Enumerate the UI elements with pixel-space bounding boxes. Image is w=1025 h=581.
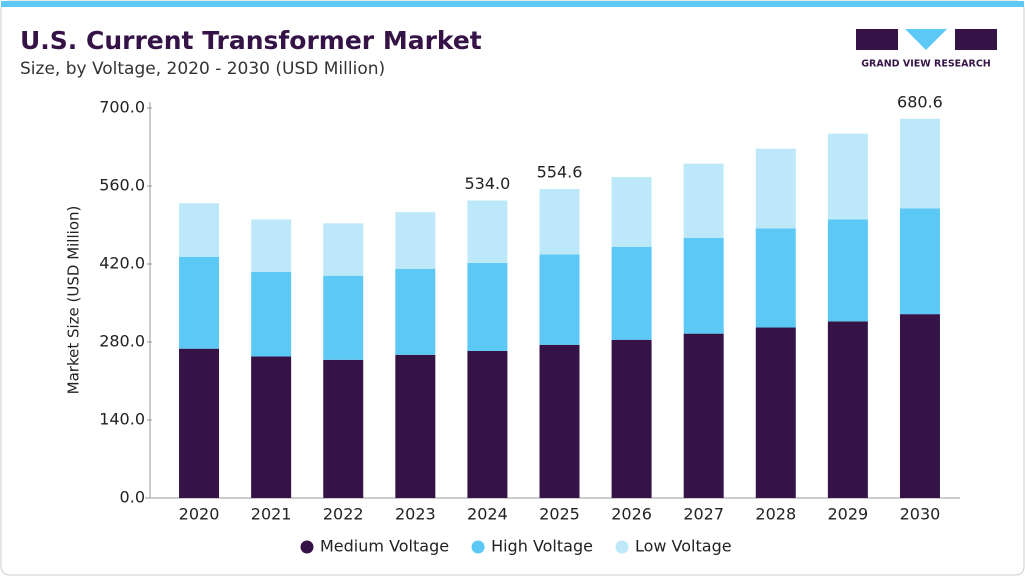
- bar-segment: [395, 269, 436, 355]
- bar-segment: [899, 118, 940, 209]
- bar-segment: [323, 359, 364, 498]
- y-tick-label: 280.0: [99, 332, 145, 351]
- chart-title: U.S. Current Transformer Market: [20, 26, 482, 55]
- bar-segment: [467, 262, 508, 351]
- y-axis-label: Market Size (USD Million): [65, 206, 83, 395]
- bar-segment: [683, 163, 724, 238]
- bar-segment: [539, 189, 580, 255]
- x-tick-label: 2028: [755, 505, 796, 524]
- x-tick-label: 2029: [828, 505, 869, 524]
- bar-segment: [827, 133, 868, 220]
- y-tick-label: 560.0: [99, 176, 145, 195]
- bar-segment: [467, 350, 508, 498]
- bar-segment: [323, 223, 364, 276]
- x-tick-label: 2023: [395, 505, 436, 524]
- bar-segment: [899, 208, 940, 315]
- chart-subtitle: Size, by Voltage, 2020 - 2030 (USD Milli…: [20, 59, 385, 79]
- bar-segment: [899, 314, 940, 498]
- bar-segment: [179, 348, 220, 498]
- logo-text: GRAND VIEW RESEARCH: [861, 59, 991, 70]
- total-label: 554.6: [537, 163, 583, 182]
- x-tick-label: 2024: [467, 505, 508, 524]
- x-tick-label: 2025: [539, 505, 580, 524]
- legend-marker: [615, 540, 629, 554]
- legend-marker: [471, 540, 485, 554]
- total-label: 680.6: [897, 92, 943, 111]
- x-tick-label: 2030: [900, 505, 941, 524]
- y-tick-label: 420.0: [99, 254, 145, 273]
- x-tick-label: 2026: [611, 505, 652, 524]
- bar-segment: [323, 275, 364, 360]
- bar-segment: [467, 200, 508, 263]
- x-tick-label: 2021: [251, 505, 292, 524]
- y-tick-label: 0.0: [120, 488, 145, 507]
- bar-segment: [179, 203, 220, 257]
- bar-segment: [827, 321, 868, 498]
- bar-segment: [755, 228, 796, 328]
- legend-label: High Voltage: [491, 537, 593, 556]
- y-tick-label: 700.0: [99, 98, 145, 117]
- x-tick-label: 2027: [683, 505, 724, 524]
- legend-marker: [300, 540, 314, 554]
- bar-segment: [251, 219, 292, 272]
- bar-segment: [179, 256, 220, 349]
- legend-label: Low Voltage: [635, 537, 732, 556]
- bar-segment: [251, 356, 292, 498]
- logo: GRAND VIEW RESEARCH: [856, 29, 997, 70]
- bar-segment: [683, 333, 724, 498]
- bar-segment: [395, 212, 436, 270]
- bar-segment: [611, 177, 652, 247]
- bar-segment: [611, 246, 652, 340]
- bar-segment: [827, 219, 868, 322]
- bar-segment: [755, 327, 796, 498]
- bar-segment: [539, 254, 580, 345]
- bar-segment: [395, 354, 436, 498]
- bar-segment: [755, 148, 796, 229]
- x-tick-label: 2022: [323, 505, 364, 524]
- total-label: 534.0: [465, 174, 511, 193]
- bar-segment: [683, 237, 724, 334]
- bar-segment: [251, 271, 292, 357]
- legend-label: Medium Voltage: [320, 537, 449, 556]
- y-tick-label: 140.0: [99, 410, 145, 429]
- top-strip: [1, 1, 1024, 7]
- bar-segment: [539, 344, 580, 498]
- x-tick-label: 2020: [179, 505, 220, 524]
- bar-segment: [611, 339, 652, 498]
